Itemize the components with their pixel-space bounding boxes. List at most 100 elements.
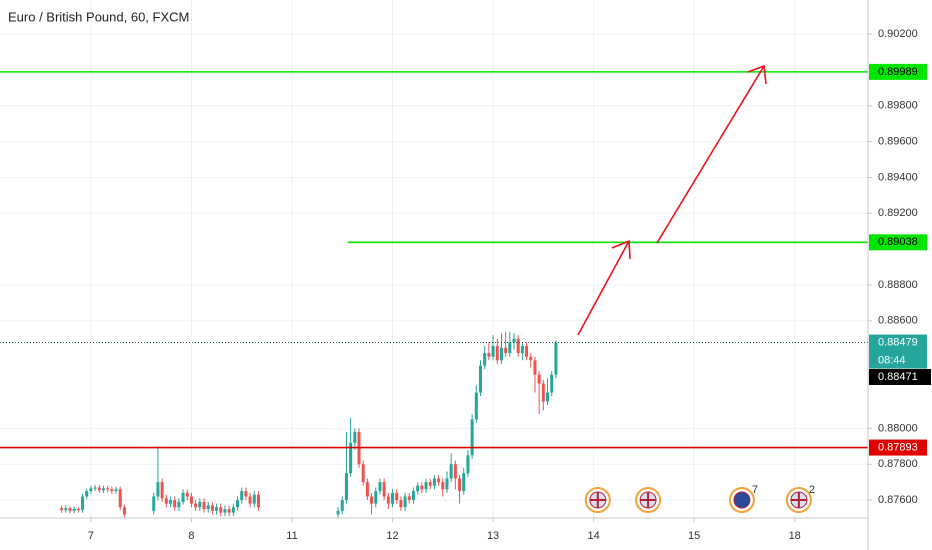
candle-body [210, 505, 214, 511]
candle-body [68, 508, 72, 511]
candle-body [491, 345, 495, 357]
candle-body [416, 485, 420, 492]
candle-body [181, 492, 185, 502]
bid-label: 0.88471 [878, 371, 918, 383]
candle-body [223, 509, 227, 513]
candle-body [93, 487, 97, 489]
candle-body [72, 509, 76, 511]
candle-body [399, 500, 403, 508]
candle-body [479, 365, 482, 393]
last-price-bg [869, 334, 927, 369]
candle-body [537, 374, 541, 384]
candle-body [550, 374, 554, 393]
candle-body [118, 489, 122, 508]
candle-body [248, 496, 252, 504]
candle-body [495, 345, 499, 361]
level-label: 0.89989 [878, 66, 918, 78]
candle-body [441, 482, 445, 490]
candle-body [81, 496, 85, 510]
candle-body [529, 356, 533, 361]
bid-label-bg [869, 368, 931, 385]
x-tick-label: 14 [587, 530, 599, 542]
candle-body [504, 347, 508, 354]
candle-body [76, 509, 80, 511]
candle-body [462, 473, 466, 492]
candle-body [256, 494, 260, 508]
candle-body [382, 482, 386, 497]
candle-body [378, 482, 382, 492]
candle-body [449, 464, 453, 479]
candle-body [453, 464, 457, 479]
candle-body [240, 491, 244, 501]
candle-body [202, 501, 206, 510]
candle-body [160, 482, 164, 499]
candle-body [227, 509, 231, 513]
level-label: 0.87893 [878, 441, 918, 453]
x-tick-label: 13 [487, 530, 499, 542]
arrow-line [577, 240, 630, 336]
candle-body [64, 508, 68, 510]
candle-body [85, 491, 89, 497]
candle-body [353, 431, 357, 443]
candle-body [483, 353, 487, 366]
axes: 0.90200 0.89800 0.89600 0.89400 0.89200 0.888… [88, 28, 931, 542]
candle-body [206, 505, 210, 510]
candle-body [533, 360, 537, 375]
candle-body [420, 485, 424, 490]
candle-body [466, 455, 470, 474]
event-flag [733, 491, 751, 509]
candle-body [445, 478, 449, 490]
candle-body [189, 496, 193, 504]
x-tick-label: 8 [188, 530, 194, 542]
candle-body [395, 492, 399, 501]
y-tick-label: 0.89800 [878, 100, 918, 112]
y-tick-label: 0.89600 [878, 136, 918, 148]
countdown-label: 08:44 [878, 354, 906, 366]
level-label-bg [869, 439, 927, 456]
chart-title: Euro / British Pound, 60, FXCM [8, 9, 189, 24]
candle-body [122, 507, 126, 515]
x-tick-label: 11 [286, 530, 297, 542]
y-tick-label: 0.89400 [878, 171, 918, 183]
candle-body [437, 478, 441, 483]
candle-body [219, 507, 223, 513]
candle-body [386, 496, 390, 504]
candle-body [411, 491, 415, 501]
candle-body [361, 464, 365, 483]
level-label: 0.89038 [878, 236, 918, 248]
candle-body [215, 507, 219, 511]
candle-body [164, 498, 168, 504]
candle-body [89, 488, 93, 492]
candle-body [114, 489, 118, 492]
arrow-line [656, 65, 765, 244]
arrow-head [611, 239, 631, 260]
event-count: 7 [752, 484, 758, 496]
candle-body [432, 478, 436, 486]
candle-body [194, 503, 198, 508]
candle-body [252, 494, 256, 504]
candle-body [458, 478, 462, 492]
candle-body [169, 500, 172, 504]
candle-body [508, 342, 512, 354]
x-tick-label: 18 [789, 530, 801, 542]
event-count: 2 [809, 484, 815, 496]
candle-body [231, 507, 235, 513]
candle-body [365, 482, 369, 497]
candle-body [487, 353, 491, 357]
candle-body [512, 338, 516, 343]
candle-body [499, 347, 503, 361]
y-tick-label: 0.88600 [878, 315, 918, 327]
candle-body [474, 392, 478, 420]
candle-body [520, 345, 524, 354]
candle-body [554, 342, 558, 375]
candle-body [336, 510, 340, 515]
candle-body [541, 383, 545, 402]
candle-body [173, 500, 177, 508]
level-label-bg [869, 63, 927, 80]
level-label-bg [869, 234, 927, 251]
candle-body [344, 473, 348, 501]
